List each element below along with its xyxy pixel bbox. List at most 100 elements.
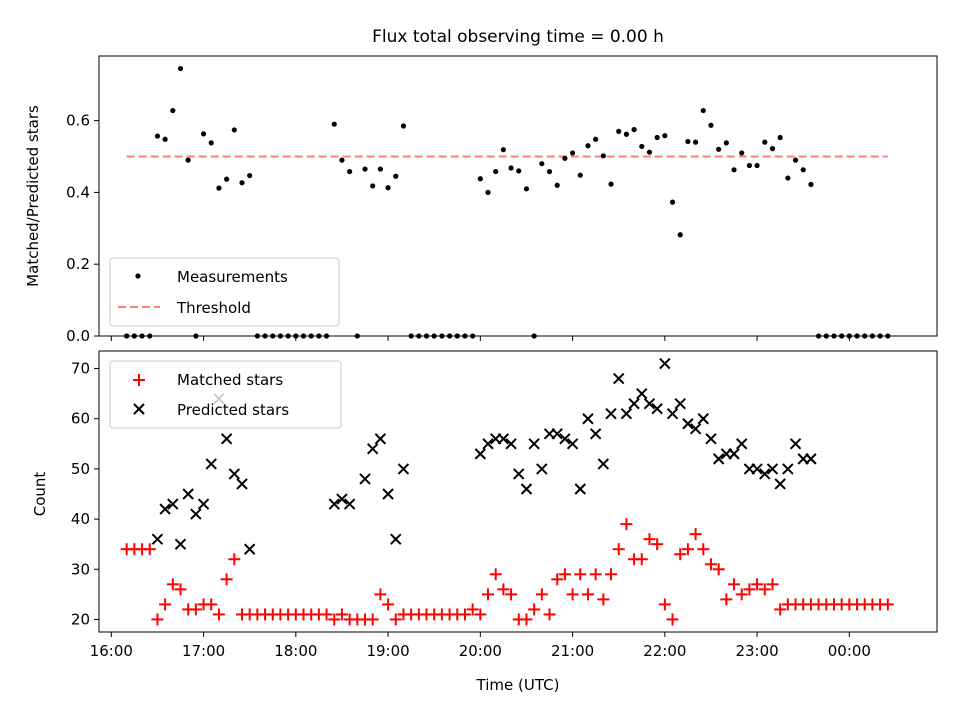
- measurement-point: [600, 153, 606, 159]
- predicted-star-point: [336, 493, 348, 505]
- measurement-point: [546, 168, 553, 175]
- predicted-star-point: [728, 448, 740, 460]
- measurement-point: [562, 155, 568, 161]
- matched-star-point: [597, 593, 610, 606]
- matched-star-point: [758, 583, 771, 596]
- predicted-star-point: [574, 483, 586, 495]
- matched-star-point: [497, 583, 510, 596]
- measurement-point: [777, 134, 783, 141]
- matched-star-point: [574, 568, 587, 581]
- x-tick-label: 20:00: [459, 642, 502, 660]
- measurement-point: [692, 139, 699, 145]
- predicted-star-point: [666, 408, 679, 420]
- matched-star-point: [335, 608, 348, 621]
- y-tick-label: 50: [71, 460, 90, 478]
- measurement-point: [208, 140, 214, 146]
- measurement-point: [516, 168, 522, 174]
- predicted-star-point: [343, 498, 356, 510]
- measurement-point: [200, 131, 207, 137]
- predicted-star-point: [505, 438, 517, 450]
- matched-star-point: [751, 578, 764, 591]
- legend-predicted-label: Predicted stars: [177, 401, 289, 419]
- measurement-point: [639, 143, 645, 150]
- legend-measurements-marker: [135, 273, 141, 279]
- legend-matched-marker: [133, 374, 145, 386]
- bottom-y-axis-label: Count: [31, 472, 49, 517]
- matched-star-point: [174, 583, 187, 596]
- top-legend: Measurements Threshold: [109, 257, 340, 327]
- matched-star-point: [581, 588, 594, 601]
- bottom-axes-frame: [98, 350, 938, 633]
- matched-star-point: [589, 568, 602, 581]
- top-plot-marks: [124, 65, 891, 339]
- measurement-point: [716, 146, 722, 152]
- predicted-star-point: [151, 533, 164, 545]
- predicted-star-point: [805, 453, 817, 465]
- measurement-point: [508, 165, 514, 171]
- measurement-point: [754, 162, 760, 169]
- predicted-star-point: [774, 478, 786, 490]
- measurement-point: [385, 185, 391, 191]
- predicted-star-point: [589, 428, 602, 440]
- predicted-star-point: [197, 498, 210, 510]
- predicted-star-point: [228, 468, 241, 480]
- y-tick-label: 60: [71, 410, 90, 428]
- predicted-star-point: [328, 498, 340, 510]
- measurement-point: [224, 176, 230, 182]
- y-tick-label: 70: [71, 360, 90, 378]
- bottom-x-axis-label: Time (UTC): [476, 676, 560, 694]
- matched-star-point: [320, 608, 333, 621]
- predicted-star-point: [520, 483, 533, 495]
- measurement-point: [593, 136, 599, 142]
- bottom-legend: Matched stars Predicted stars: [109, 360, 342, 429]
- predicted-star-point: [705, 433, 717, 445]
- matched-star-point: [528, 603, 541, 616]
- measurement-point: [493, 168, 499, 175]
- matched-star-point: [543, 608, 556, 621]
- x-tick-label: 16:00: [90, 642, 133, 660]
- predicted-star-point: [159, 503, 171, 515]
- measurement-point: [347, 168, 353, 175]
- y-tick-label: 0.2: [66, 255, 90, 273]
- matched-star-point: [458, 608, 471, 621]
- measurement-point: [370, 183, 376, 189]
- predicted-star-point: [613, 372, 625, 385]
- predicted-star-point: [766, 463, 779, 475]
- measurement-point: [577, 172, 583, 178]
- measurement-point: [500, 147, 506, 153]
- measurement-point: [216, 185, 222, 191]
- predicted-star-point: [736, 438, 748, 450]
- predicted-star-point: [236, 478, 248, 490]
- measurement-point: [677, 232, 683, 238]
- y-tick-label: 40: [71, 510, 90, 528]
- predicted-star-point: [220, 433, 233, 445]
- matched-star-point: [374, 588, 387, 601]
- predicted-star-point: [366, 443, 379, 455]
- bottom-panel: 20 30 40 50 60 70 16:00 17:00 18:00 19:00 20:00 21…: [31, 350, 938, 694]
- predicted-star-point: [782, 463, 794, 475]
- matched-star-point: [166, 578, 179, 591]
- matched-star-point: [489, 568, 502, 581]
- predicted-star-point: [474, 448, 487, 460]
- predicted-star-point: [397, 463, 410, 475]
- measurement-point: [762, 139, 768, 145]
- legend-matched-label: Matched stars: [177, 371, 283, 389]
- predicted-star-point: [174, 538, 187, 550]
- predicted-star-point: [559, 433, 571, 445]
- matched-star-point: [466, 603, 479, 616]
- measurement-point: [400, 123, 407, 129]
- measurement-point: [331, 121, 337, 127]
- bottom-legend-box: [109, 360, 342, 429]
- matched-star-point: [566, 588, 579, 601]
- matched-star-point: [728, 578, 741, 591]
- predicted-star-point: [689, 423, 702, 435]
- matched-star-point: [151, 613, 164, 626]
- top-y-axis-ticks: 0.0 0.2 0.4 0.6: [66, 112, 99, 345]
- measurement-point: [623, 131, 630, 137]
- predicted-star-point: [205, 458, 217, 470]
- measurement-point: [485, 189, 491, 196]
- x-tick-label: 23:00: [735, 642, 778, 660]
- x-tick-label: 22:00: [643, 642, 686, 660]
- matched-star-point: [635, 553, 648, 566]
- predicted-star-point: [712, 453, 725, 465]
